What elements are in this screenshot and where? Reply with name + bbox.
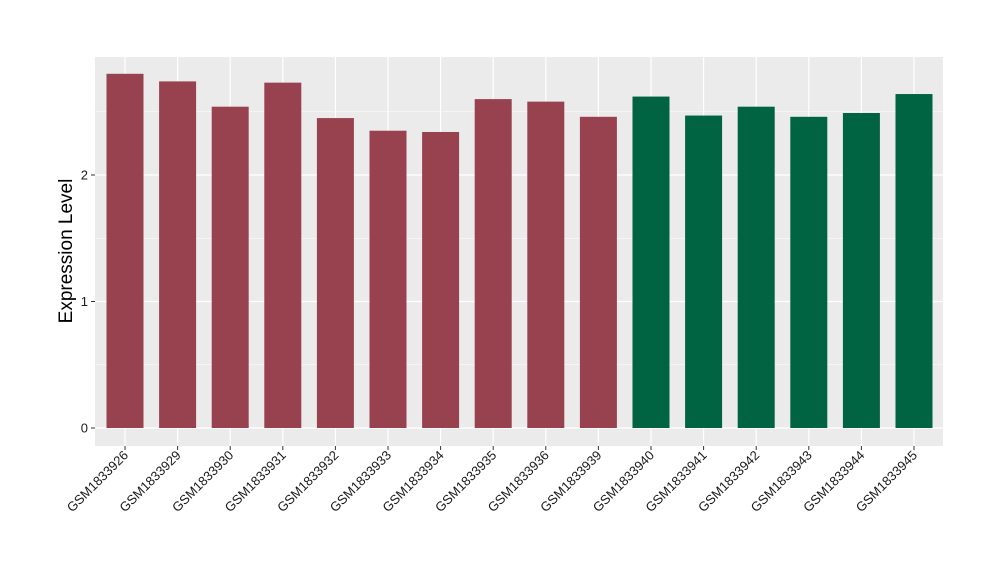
bars-layer — [106, 73, 933, 429]
bar-gsm1833936 — [527, 101, 565, 428]
y-axis: 0 1 2 — [81, 168, 95, 436]
y-tick-label-2: 2 — [81, 168, 88, 183]
bar-gsm1833926 — [106, 73, 144, 429]
bar-gsm1833942 — [737, 106, 775, 428]
bar-gsm1833931 — [264, 82, 302, 428]
bar-gsm1833930 — [211, 106, 249, 428]
bar-gsm1833944 — [842, 113, 880, 428]
bar-gsm1833934 — [422, 131, 460, 429]
bar-gsm1833943 — [790, 116, 828, 428]
bar-gsm1833935 — [474, 99, 512, 428]
y-tick-label-0: 0 — [81, 421, 88, 436]
bar-gsm1833932 — [316, 118, 354, 428]
bar-gsm1833939 — [579, 116, 617, 428]
bar-gsm1833933 — [369, 130, 407, 428]
y-tick-label-1: 1 — [81, 294, 88, 309]
bar-gsm1833945 — [895, 94, 933, 428]
bar-gsm1833940 — [632, 96, 670, 428]
x-axis: GSM1833926GSM1833929GSM1833930GSM1833931… — [64, 446, 920, 515]
bar-gsm1833941 — [685, 115, 723, 429]
y-axis-title: Expression Level — [56, 179, 77, 324]
bar-gsm1833929 — [159, 81, 197, 428]
